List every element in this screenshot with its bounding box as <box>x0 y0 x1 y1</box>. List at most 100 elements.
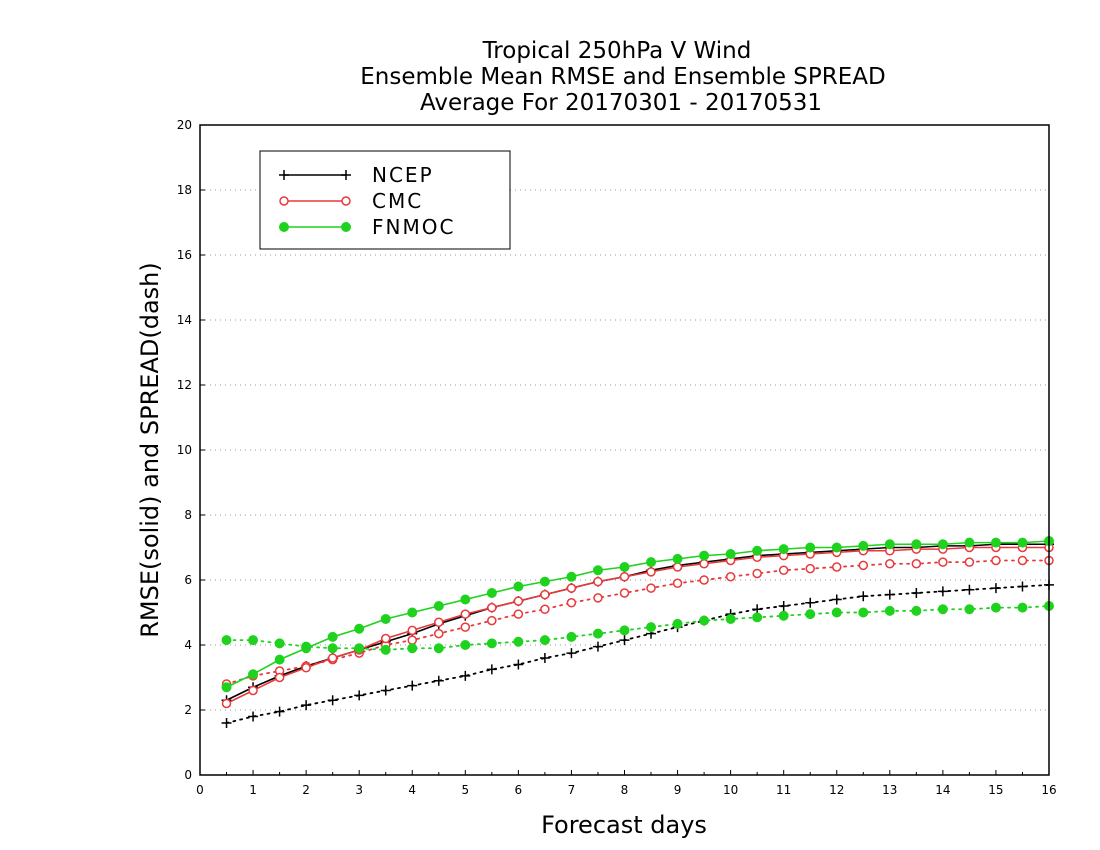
spread-point-ncep <box>539 653 550 663</box>
rmse-point-fnmoc <box>407 607 418 618</box>
y-axis-ticks: 0 2 4 6 8 10 12 14 16 18 20 <box>177 118 205 782</box>
spread-point-cmc <box>805 563 815 574</box>
rmse-point-cmc <box>513 596 524 606</box>
x-tick-label: 3 <box>355 783 363 797</box>
x-tick-label: 5 <box>461 783 469 797</box>
legend-item-cmc: CMC <box>279 189 421 213</box>
spread-point-fnmoc <box>274 638 285 649</box>
spread-point-cmc <box>938 557 948 567</box>
spread-point-fnmoc <box>858 607 869 618</box>
spread-point-ncep <box>301 700 312 711</box>
rmse-point-cmc <box>221 698 232 709</box>
spread-point-ncep <box>619 635 630 646</box>
spread-point-cmc <box>619 588 630 598</box>
spread-point-fnmoc <box>354 643 365 654</box>
legend-item-fnmoc: FNMOC <box>279 215 453 239</box>
rmse-point-fnmoc <box>248 669 259 680</box>
spread-point-fnmoc <box>725 614 736 624</box>
rmse-point-fnmoc <box>778 544 789 555</box>
legend-marker <box>341 196 351 206</box>
spread-point-ncep <box>911 588 922 598</box>
x-tick-label: 14 <box>935 783 950 797</box>
rmse-point-fnmoc <box>354 623 365 634</box>
spread-point-ncep <box>566 648 577 659</box>
rmse-point-fnmoc <box>911 539 922 550</box>
y-tick-label: 4 <box>184 638 192 652</box>
spread-point-ncep <box>354 690 365 701</box>
rmse-point-fnmoc <box>858 540 869 551</box>
spread-point-ncep <box>831 594 842 605</box>
spread-point-cmc <box>752 568 762 579</box>
rmse-point-fnmoc <box>831 542 842 553</box>
spread-point-cmc <box>885 559 895 569</box>
rmse-line-ncep <box>226 543 1049 701</box>
spread-point-fnmoc <box>831 607 842 618</box>
rmse-point-fnmoc <box>433 601 444 611</box>
rmse-point-cmc <box>407 625 417 636</box>
x-tick-label: 0 <box>196 783 204 797</box>
rmse-point-fnmoc <box>592 565 603 576</box>
spread-point-cmc <box>699 575 709 585</box>
rmse-line-cmc <box>226 546 1049 705</box>
rmse-point-fnmoc <box>301 643 312 654</box>
rmse-point-fnmoc <box>327 631 338 642</box>
title-line-3: Average For 20170301 - 20170531 <box>420 90 822 116</box>
spread-line-cmc <box>225 559 1050 685</box>
y-axis-label: RMSE(solid) and SPREAD(dash) <box>136 262 164 638</box>
series-cmc <box>221 542 1054 709</box>
spread-point-fnmoc <box>407 643 418 654</box>
rmse-point-cmc <box>434 617 444 627</box>
spread-point-fnmoc <box>221 635 232 646</box>
y-tick-label: 16 <box>177 248 192 262</box>
rmse-point-fnmoc <box>380 614 391 624</box>
x-tick-label: 7 <box>568 783 576 797</box>
rmse-point-fnmoc <box>990 537 1001 548</box>
spread-point-fnmoc <box>248 635 259 646</box>
series-fnmoc <box>221 536 1054 693</box>
spread-point-cmc <box>487 615 497 626</box>
x-tick-label: 10 <box>723 783 738 797</box>
spread-point-ncep <box>380 685 391 696</box>
spread-point-cmc <box>911 559 922 569</box>
rmse-point-fnmoc <box>566 571 577 582</box>
rmse-point-fnmoc <box>460 594 471 605</box>
rmse-point-fnmoc <box>937 539 948 550</box>
spread-point-fnmoc <box>539 635 550 646</box>
rmse-point-cmc <box>593 576 603 587</box>
spread-point-cmc <box>858 560 869 571</box>
rmse-point-cmc <box>248 685 258 696</box>
rmse-point-cmc <box>619 572 630 582</box>
spread-point-ncep <box>327 695 338 706</box>
x-tick-label: 2 <box>302 783 310 797</box>
spread-point-cmc <box>513 609 524 619</box>
plot-series <box>221 536 1054 728</box>
x-tick-label: 1 <box>249 783 257 797</box>
spread-point-ncep <box>778 601 789 611</box>
spread-point-ncep <box>1017 581 1028 592</box>
spread-point-ncep <box>248 711 259 722</box>
spread-point-fnmoc <box>566 631 577 642</box>
y-tick-label: 8 <box>184 508 192 522</box>
rmse-point-cmc <box>301 663 311 673</box>
legend-marker <box>341 222 351 232</box>
spread-point-ncep <box>592 641 603 652</box>
spread-point-fnmoc <box>964 604 975 615</box>
y-tick-label: 10 <box>177 443 192 457</box>
rmse-point-cmc <box>327 653 338 663</box>
rmse-point-fnmoc <box>805 542 816 553</box>
rmse-point-fnmoc <box>964 537 975 548</box>
rmse-point-cmc <box>274 672 285 683</box>
rmse-point-cmc <box>699 559 709 569</box>
chart-title: Tropical 250hPa V Wind Ensemble Mean RMS… <box>360 38 885 116</box>
y-tick-label: 0 <box>184 768 192 782</box>
spread-point-ncep <box>884 589 895 600</box>
spread-point-fnmoc <box>937 604 948 615</box>
spread-point-ncep <box>858 591 869 602</box>
spread-point-fnmoc <box>778 610 789 621</box>
x-tick-label: 15 <box>988 783 1003 797</box>
spread-point-cmc <box>540 604 550 614</box>
rmse-point-fnmoc <box>646 557 657 568</box>
rmse-point-fnmoc <box>884 539 895 550</box>
